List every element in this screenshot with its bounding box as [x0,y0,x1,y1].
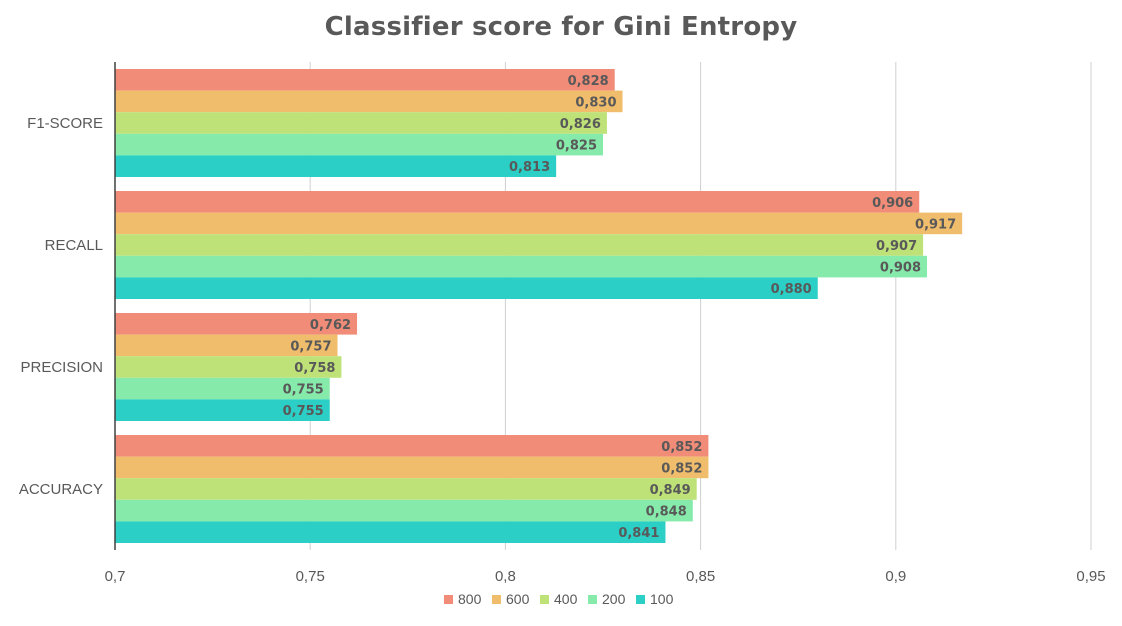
legend-swatch [636,595,645,604]
data-label: 0,757 [290,339,331,354]
data-label: 0,908 [880,261,921,276]
category-label: F1-SCORE [27,115,103,132]
bar [115,521,666,543]
bar [115,377,330,400]
bar [115,191,920,213]
x-tick-label: 0,95 [1076,568,1105,585]
data-label: 0,880 [771,282,812,297]
data-label: 0,758 [294,361,335,376]
legend-swatch [492,595,501,604]
data-label: 0,917 [915,217,956,232]
legend-label: 400 [554,591,578,607]
bar [115,212,963,235]
bar [115,313,358,335]
x-tick-label: 0,8 [495,568,516,585]
data-label: 0,762 [310,318,351,333]
x-tick-label: 0,7 [105,568,126,585]
bar [115,234,924,256]
legend-swatch [588,595,597,604]
legend-label: 800 [458,591,482,607]
data-label: 0,830 [575,95,616,110]
category-label: RECALL [45,237,103,254]
chart-title: Classifier score for Gini Entropy [324,12,798,42]
data-label: 0,907 [876,239,917,254]
category-label: ACCURACY [19,481,103,498]
bar [115,69,615,91]
x-tick-label: 0,9 [885,568,906,585]
bar [115,334,338,357]
legend-label: 600 [506,591,530,607]
bar [115,456,709,479]
data-label: 0,826 [560,117,601,132]
data-label: 0,848 [646,505,687,520]
legend-label: 200 [602,591,626,607]
data-label: 0,852 [661,461,702,476]
legend-swatch [540,595,549,604]
bar [115,255,928,278]
bar [115,356,342,378]
bar [115,155,557,177]
bar [115,133,603,156]
x-tick-label: 0,85 [686,568,715,585]
data-label: 0,841 [618,526,659,541]
bar [115,499,693,522]
bar [115,90,623,113]
data-label: 0,906 [872,196,913,211]
data-label: 0,852 [661,440,702,455]
data-label: 0,813 [509,160,550,175]
bar [115,478,697,500]
data-label: 0,828 [568,74,609,89]
data-label: 0,825 [556,139,597,154]
category-label: PRECISION [20,359,103,376]
legend-swatch [444,595,453,604]
bar [115,399,330,421]
bar [115,112,607,134]
bar [115,277,818,299]
x-tick-label: 0,75 [296,568,325,585]
legend-label: 100 [650,591,674,607]
data-label: 0,755 [283,404,324,419]
bar [115,435,709,457]
data-label: 0,755 [283,383,324,398]
data-label: 0,849 [650,483,691,498]
